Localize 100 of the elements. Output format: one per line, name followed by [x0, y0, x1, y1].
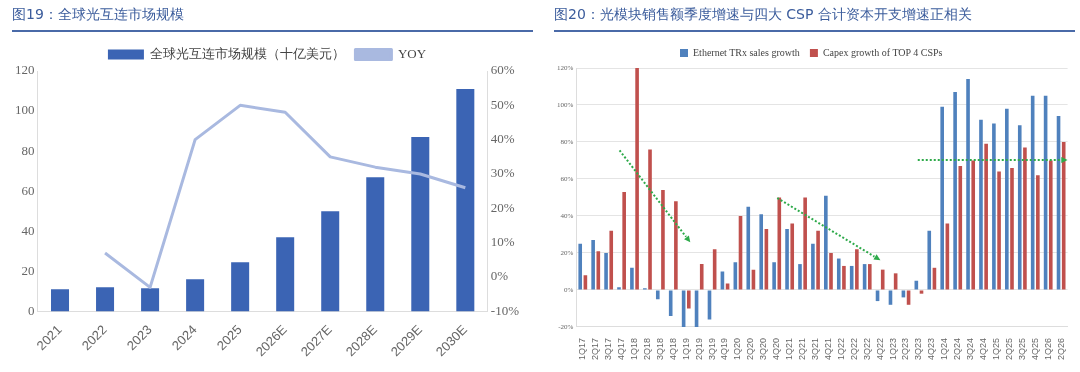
x-tick-label: 4Q25	[1029, 337, 1040, 361]
x-tick-label: 4Q19	[719, 337, 730, 361]
bar	[966, 79, 970, 290]
y-tick-label: 80	[21, 142, 35, 158]
y2-tick-label: -10%	[490, 302, 520, 318]
x-tick-label: 3Q21	[809, 337, 820, 361]
bar	[829, 252, 833, 290]
bar	[958, 166, 963, 290]
x-tick-label: 3Q22	[861, 337, 872, 361]
x-tick-label: 1Q18	[628, 337, 639, 361]
x-tick-label: 1Q26	[1042, 337, 1053, 361]
bar	[1010, 167, 1014, 290]
bar	[816, 230, 820, 290]
x-tick-label: 3Q19	[706, 337, 717, 361]
y2-tick-label: 0%	[490, 268, 509, 284]
x-tick-label: 2Q20	[745, 337, 756, 361]
bar	[855, 249, 859, 290]
bar	[686, 290, 691, 309]
bar	[811, 243, 815, 290]
x-tick-label: 1Q25	[990, 337, 1001, 361]
x-tick-label: 2Q23	[900, 337, 911, 361]
bar	[790, 223, 795, 290]
bar	[648, 149, 652, 290]
y2-tick-label: 20%	[490, 199, 515, 215]
x-tick-label: 2Q24	[952, 337, 963, 361]
y-tick-label: 100	[15, 102, 35, 118]
bar	[940, 106, 944, 290]
bar	[997, 171, 1001, 290]
y2-tick-label: 50%	[490, 96, 515, 112]
bar	[927, 230, 932, 290]
chart-title: 图20：光模块销售额季度增速与四大 CSP 合计资本开支增速正相关	[554, 6, 1075, 32]
bar	[635, 68, 639, 290]
bar	[609, 230, 614, 290]
bar	[1023, 147, 1027, 290]
bar	[596, 251, 601, 290]
y-tick-label: 120	[15, 62, 35, 78]
bar	[366, 177, 385, 312]
bar	[411, 137, 430, 312]
bar	[186, 279, 205, 312]
bar	[919, 290, 924, 294]
bar	[321, 211, 340, 312]
bar	[674, 201, 678, 290]
bar	[772, 262, 776, 290]
bar	[141, 288, 160, 312]
x-tick-label: 2Q21	[797, 337, 808, 361]
x-tick-label: 4Q22	[874, 337, 885, 361]
bar	[979, 119, 983, 290]
x-tick-label: 1Q17	[577, 337, 588, 361]
x-tick-label: 3Q17	[603, 337, 614, 361]
bar	[867, 264, 872, 290]
x-tick-label: 2Q22	[848, 337, 859, 361]
bar	[777, 197, 782, 290]
x-tick-label: 4Q23	[926, 337, 937, 361]
bar	[759, 214, 764, 290]
bar	[836, 258, 841, 290]
bar	[630, 267, 634, 290]
x-tick-label: 2Q25	[1003, 337, 1014, 361]
x-tick-label: 1Q19	[680, 337, 691, 361]
bar	[96, 287, 115, 312]
bar	[622, 191, 626, 290]
bar	[842, 265, 846, 290]
bar	[984, 143, 988, 290]
legend-label: Capex growth of TOP 4 CSPs	[822, 46, 943, 58]
bar	[1017, 125, 1022, 290]
x-tick-label: 3Q25	[1016, 337, 1027, 361]
x-tick-label: 2Q17	[590, 337, 601, 361]
y-tick-label: 60	[21, 182, 35, 198]
x-tick-label: 2Q18	[641, 337, 652, 361]
bar	[992, 123, 996, 290]
bar	[785, 228, 789, 290]
bar	[798, 264, 802, 290]
x-tick-label: 4Q20	[771, 337, 782, 361]
bar	[971, 160, 976, 290]
bar	[803, 197, 807, 290]
y-tick-label: 20	[21, 262, 35, 278]
bar	[1061, 142, 1066, 290]
bar	[456, 89, 475, 312]
y2-tick-label: 60%	[490, 62, 515, 78]
bar	[1048, 160, 1053, 290]
bar	[276, 237, 295, 312]
bar	[231, 262, 250, 312]
legend-label: Ethernet TRx sales growth	[692, 46, 800, 58]
bar	[578, 243, 583, 290]
bar	[1036, 175, 1040, 290]
x-tick-label: 1Q23	[887, 337, 898, 361]
bar	[655, 290, 660, 300]
chart-title: 图19：全球光互连市场规模	[12, 6, 533, 32]
x-tick-label: 3Q24	[965, 337, 976, 361]
bar	[617, 287, 621, 290]
legend-label: YOY	[397, 45, 427, 61]
y-tick-label: 40	[21, 222, 35, 238]
x-tick-label: 4Q24	[978, 337, 989, 361]
y2-tick-label: 40%	[490, 131, 515, 147]
bar	[1005, 108, 1009, 290]
bar	[591, 240, 595, 290]
x-tick-label: 4Q21	[822, 337, 833, 361]
x-tick-label: 1Q22	[835, 337, 846, 361]
x-tick-label: 2Q26	[1055, 337, 1066, 361]
x-tick-label: 1Q21	[784, 337, 795, 361]
x-tick-label: 3Q20	[758, 337, 769, 361]
